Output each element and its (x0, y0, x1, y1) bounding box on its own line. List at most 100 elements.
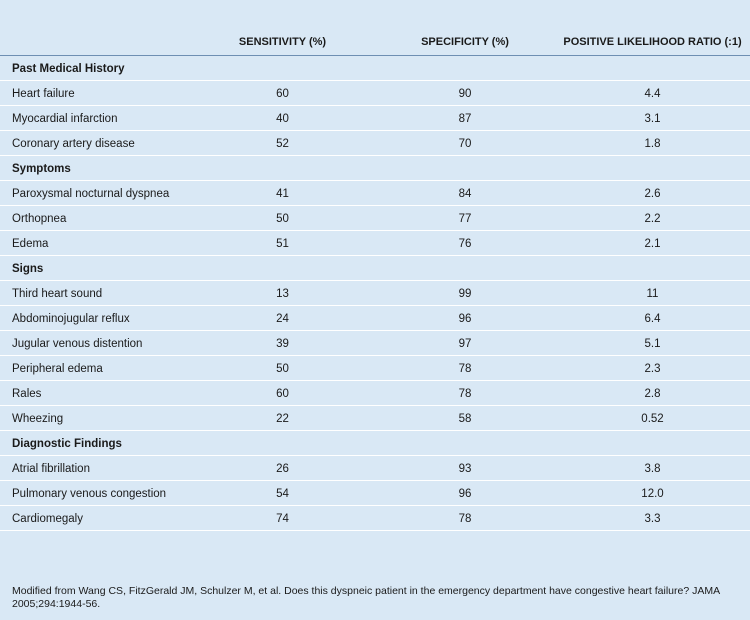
row-label-cell: Orthopnea (0, 205, 190, 231)
value-cell: 50 (190, 205, 375, 231)
section-row: Past Medical History (0, 55, 750, 81)
value-cell: 5.1 (555, 330, 750, 356)
value-cell: 2.2 (555, 205, 750, 231)
row-label: Peripheral edema (12, 363, 103, 375)
value-cell: 99 (375, 280, 555, 306)
row-label: Orthopnea (12, 213, 67, 225)
data-row: Jugular venous distention 39 97 5.1 (0, 330, 750, 356)
data-row: Wheezing 22 58 0.52 (0, 405, 750, 431)
value-cell: 96 (375, 305, 555, 331)
row-label-cell: Jugular venous distention (0, 330, 190, 356)
value-cell: 2.6 (555, 180, 750, 206)
section-row: Signs (0, 255, 750, 281)
value-cell: 39 (190, 330, 375, 356)
value-cell: 6.4 (555, 305, 750, 331)
value-cell: 93 (375, 455, 555, 481)
row-label-cell: Coronary artery disease (0, 130, 190, 156)
section-title: Signs (0, 255, 750, 281)
row-label-cell: Atrial fibrillation (0, 455, 190, 481)
value-cell: 52 (190, 130, 375, 156)
data-row: Coronary artery disease 52 70 1.8 (0, 130, 750, 156)
data-row: Heart failure 60 90 4.4 (0, 80, 750, 106)
header-cell (0, 0, 190, 56)
row-label: Rales (12, 388, 42, 400)
row-label-cell: Abdominojugular reflux (0, 305, 190, 331)
data-row: Paroxysmal nocturnal dyspnea 41 84 2.6 (0, 180, 750, 206)
value-cell: 96 (375, 480, 555, 506)
value-cell: 26 (190, 455, 375, 481)
row-label-cell: Pulmonary venous congestion (0, 480, 190, 506)
value-cell: 78 (375, 380, 555, 406)
row-label: Paroxysmal nocturnal dyspnea (12, 188, 170, 200)
value-cell: 3.8 (555, 455, 750, 481)
column-header: SENSITIVITY (%) (190, 0, 375, 56)
value-cell: 74 (190, 505, 375, 531)
section-row: Symptoms (0, 155, 750, 181)
row-label: Atrial fibrillation (12, 463, 90, 475)
value-cell: 4.4 (555, 80, 750, 106)
row-label: Abdominojugular reflux (12, 313, 130, 325)
data-row: Pulmonary venous congestion 54 96 12.0 (0, 480, 750, 506)
row-label-cell: Third heart sound (0, 280, 190, 306)
value-cell: 11 (555, 280, 750, 306)
value-cell: 78 (375, 355, 555, 381)
value-cell: 78 (375, 505, 555, 531)
row-label: Edema (12, 238, 49, 250)
value-cell: 22 (190, 405, 375, 431)
row-label-cell: Heart failure (0, 80, 190, 106)
value-cell: 97 (375, 330, 555, 356)
value-cell: 54 (190, 480, 375, 506)
row-label-cell: Edema (0, 230, 190, 256)
row-label-cell: Paroxysmal nocturnal dyspnea (0, 180, 190, 206)
data-row: Abdominojugular reflux 24 96 6.4 (0, 305, 750, 331)
value-cell: 51 (190, 230, 375, 256)
row-label-cell: Cardiomegaly (0, 505, 190, 531)
data-row: Orthopnea 50 77 2.2 (0, 205, 750, 231)
value-cell: 77 (375, 205, 555, 231)
value-cell: 2.1 (555, 230, 750, 256)
value-cell: 12.0 (555, 480, 750, 506)
data-row: Peripheral edema 50 78 2.3 (0, 355, 750, 381)
row-label-cell: Myocardial infarction (0, 105, 190, 131)
data-row: Myocardial infarction 40 87 3.1 (0, 105, 750, 131)
data-row: Cardiomegaly 74 78 3.3 (0, 505, 750, 531)
data-row: Edema 51 76 2.1 (0, 230, 750, 256)
column-header: POSITIVE LIKELIHOOD RATIO (:1) (555, 0, 750, 56)
data-row: Rales 60 78 2.8 (0, 380, 750, 406)
row-label: Jugular venous distention (12, 338, 143, 350)
value-cell: 13 (190, 280, 375, 306)
value-cell: 2.8 (555, 380, 750, 406)
value-cell: 24 (190, 305, 375, 331)
row-label-cell: Wheezing (0, 405, 190, 431)
row-label: Myocardial infarction (12, 113, 118, 125)
row-label-cell: Peripheral edema (0, 355, 190, 381)
row-label: Pulmonary venous congestion (12, 488, 167, 500)
table: SENSITIVITY (%) SPECIFICITY (%) POSITIVE L… (0, 0, 750, 531)
section-title: Symptoms (0, 155, 750, 181)
value-cell: 90 (375, 80, 555, 106)
value-cell: 2.3 (555, 355, 750, 381)
section-title: Diagnostic Findings (0, 430, 750, 456)
row-label: Wheezing (12, 413, 64, 425)
column-header: SPECIFICITY (%) (375, 0, 555, 56)
data-row: Atrial fibrillation 26 93 3.8 (0, 455, 750, 481)
section-title: Past Medical History (0, 55, 750, 81)
value-cell: 41 (190, 180, 375, 206)
header-row: SENSITIVITY (%) SPECIFICITY (%) POSITIVE L… (0, 0, 750, 56)
value-cell: 50 (190, 355, 375, 381)
value-cell: 58 (375, 405, 555, 431)
value-cell: 3.3 (555, 505, 750, 531)
value-cell: 76 (375, 230, 555, 256)
data-row: Third heart sound 13 99 11 (0, 280, 750, 306)
value-cell: 3.1 (555, 105, 750, 131)
row-label-cell: Rales (0, 380, 190, 406)
row-label: Cardiomegaly (12, 513, 83, 525)
value-cell: 0.52 (555, 405, 750, 431)
value-cell: 70 (375, 130, 555, 156)
value-cell: 60 (190, 80, 375, 106)
section-row: Diagnostic Findings (0, 430, 750, 456)
row-label: Third heart sound (12, 288, 103, 300)
row-label: Heart failure (12, 88, 75, 100)
value-cell: 60 (190, 380, 375, 406)
